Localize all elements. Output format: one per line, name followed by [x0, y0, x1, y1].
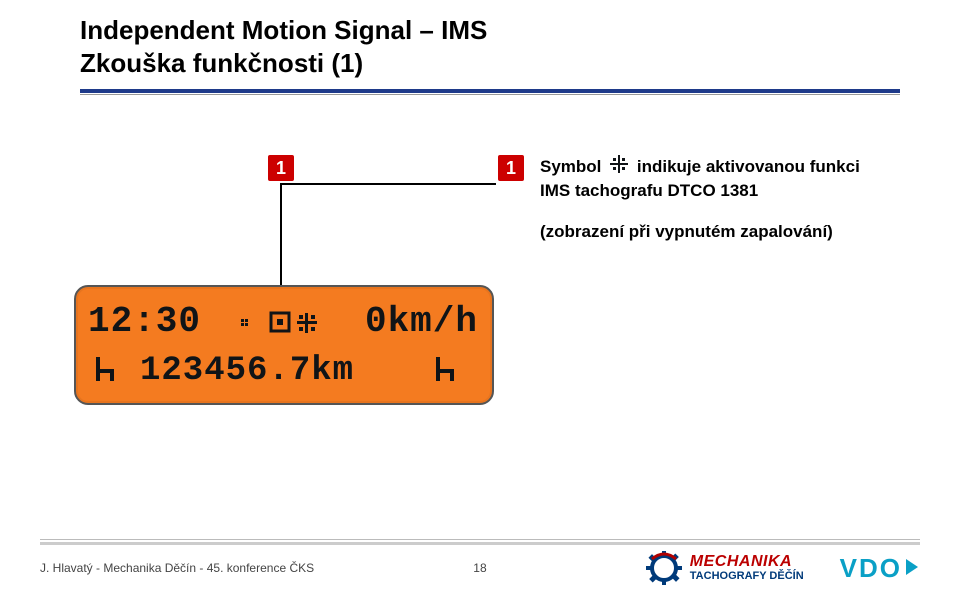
header: Independent Motion Signal – IMS Zkouška … — [0, 0, 960, 79]
footer-logos: MECHANIKA TACHOGRAFY DĚČÍN VDO — [646, 551, 920, 585]
tachograph-display: 12:30 — [74, 285, 494, 405]
desc-line1-before: Symbol — [540, 157, 601, 176]
footer: J. Hlavatý - Mechanika Děčín - 45. konfe… — [0, 539, 960, 585]
desc-line1-after: indikuje aktivovanou funkci — [637, 157, 860, 176]
callout-line-h — [282, 183, 496, 185]
tachograph: 12:30 — [74, 285, 494, 405]
logo-vdo-text: VDO — [840, 553, 902, 584]
footer-rule-thick — [40, 542, 920, 545]
description: Symbol indikuje aktivovanou funkci — [540, 155, 920, 244]
header-rule-thin — [80, 94, 900, 95]
title-line2: Zkouška funkčnosti (1) — [80, 47, 960, 80]
footer-rule-thin — [40, 539, 920, 540]
callout-line-v — [280, 183, 282, 285]
rest-icon-right — [434, 353, 462, 390]
footer-row: J. Hlavatý - Mechanika Děčín - 45. konfe… — [0, 551, 960, 585]
tacho-odo: 123456.7km — [140, 352, 354, 390]
desc-line1: Symbol indikuje aktivovanou funkci — [540, 155, 920, 180]
rest-icon-left — [94, 353, 122, 390]
tacho-time: 12:30 — [88, 301, 201, 342]
footer-credit: J. Hlavatý - Mechanika Děčín - 45. konfe… — [40, 561, 314, 575]
tacho-row-2: 123456.7km — [76, 351, 492, 391]
footer-page: 18 — [460, 561, 500, 575]
logo-vdo: VDO — [840, 553, 920, 584]
header-rule — [80, 89, 900, 93]
title-line1: Independent Motion Signal – IMS — [80, 14, 960, 47]
logo-mechanika-bot: TACHOGRAFY DĚČÍN — [690, 571, 804, 583]
slide: Independent Motion Signal – IMS Zkouška … — [0, 0, 960, 603]
tacho-icons — [241, 307, 331, 344]
tacho-speed: 0km/h — [365, 301, 478, 342]
desc-line2: IMS tachografu DTCO 1381 — [540, 180, 920, 203]
callout-marker-right: 1 — [498, 155, 524, 181]
vdo-triangle-icon — [904, 553, 920, 584]
desc-paren: (zobrazení při vypnutém zapalování) — [540, 221, 920, 244]
tacho-row-1: 12:30 — [76, 301, 492, 341]
logo-mechanika: MECHANIKA TACHOGRAFY DĚČÍN — [646, 551, 804, 585]
logo-mechanika-top: MECHANIKA — [690, 554, 804, 571]
gear-icon — [646, 551, 682, 585]
callout-marker-top: 1 — [268, 155, 294, 181]
logo-mechanika-text: MECHANIKA TACHOGRAFY DĚČÍN — [690, 554, 804, 582]
ims-symbol-icon — [610, 155, 628, 180]
